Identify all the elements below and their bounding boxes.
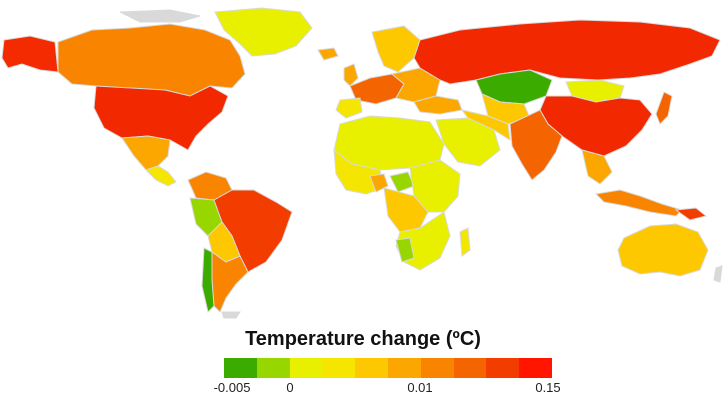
region-north-africa bbox=[333, 115, 445, 171]
legend-swatch bbox=[486, 358, 520, 378]
legend-swatch bbox=[387, 358, 421, 378]
region-chile bbox=[201, 247, 215, 313]
region-indonesia bbox=[594, 189, 683, 217]
legend-swatch bbox=[256, 358, 290, 378]
region-scandinavia bbox=[371, 25, 421, 73]
region-central-america bbox=[145, 165, 177, 187]
legend-swatch bbox=[322, 358, 356, 378]
legend-tick-label: 0.01 bbox=[407, 380, 433, 395]
region-mexico bbox=[121, 135, 171, 171]
region-iran bbox=[460, 109, 511, 141]
region-antarctic-tip bbox=[221, 311, 241, 319]
region-papua bbox=[674, 207, 708, 221]
color-legend: Temperature change (ºC) -0.005 0 0.01 0.15 bbox=[0, 324, 726, 404]
legend-tick-label: 0.15 bbox=[535, 380, 561, 395]
region-new-zealand bbox=[713, 265, 723, 283]
region-southeast-asia bbox=[581, 149, 613, 185]
region-australia bbox=[617, 223, 709, 277]
region-greenland bbox=[214, 7, 313, 57]
region-alaska bbox=[1, 35, 59, 73]
region-uk bbox=[343, 63, 359, 87]
region-iberia bbox=[335, 97, 363, 119]
legend-tick-label: 0 bbox=[286, 380, 294, 395]
legend-swatch bbox=[289, 358, 323, 378]
region-iceland bbox=[317, 47, 339, 61]
legend-swatch bbox=[224, 358, 257, 378]
region-namibia bbox=[395, 237, 415, 263]
legend-swatch bbox=[453, 358, 487, 378]
world-choropleth-map bbox=[1, 7, 723, 319]
region-arctic-islands bbox=[119, 9, 201, 23]
region-chad-car bbox=[389, 171, 415, 193]
legend-tick-label: -0.005 bbox=[213, 380, 251, 395]
legend-title: Temperature change (ºC) bbox=[245, 328, 481, 350]
region-usa bbox=[93, 85, 229, 151]
region-japan bbox=[655, 91, 673, 125]
legend-swatch bbox=[355, 358, 388, 378]
region-madagascar bbox=[459, 227, 471, 257]
region-west-africa bbox=[333, 148, 385, 195]
region-canada bbox=[57, 23, 246, 97]
region-india bbox=[509, 109, 563, 181]
legend-swatch bbox=[519, 358, 552, 378]
legend-swatch bbox=[420, 358, 454, 378]
legend-color-bar bbox=[224, 358, 552, 378]
region-argentina bbox=[211, 251, 249, 313]
region-russia bbox=[413, 19, 721, 85]
